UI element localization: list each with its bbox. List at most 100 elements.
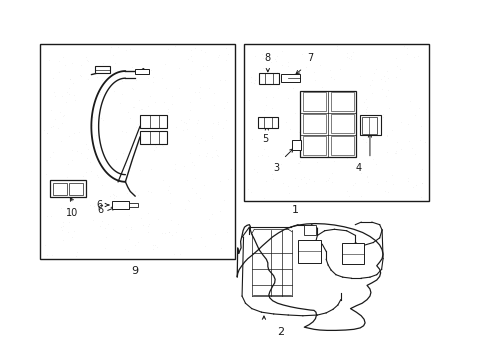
Point [209,102,217,108]
Bar [330,92,353,111]
Point [187,159,195,165]
Point [361,109,369,115]
Point [212,147,220,153]
Point [190,89,198,95]
Point [167,217,175,223]
Point [54,125,62,131]
Point [59,222,67,228]
Point [264,129,272,135]
Point [363,173,370,179]
Point [99,164,106,170]
Point [51,116,59,122]
Point [347,115,355,121]
Point [144,221,152,226]
Text: 6: 6 [96,200,102,210]
Point [275,77,283,82]
Point [171,43,179,49]
Point [295,130,303,135]
Point [83,58,91,64]
Point [268,105,276,111]
Point [161,61,168,67]
Point [196,95,203,100]
Point [88,122,96,128]
Point [257,51,265,57]
Point [77,150,84,156]
Point [188,58,196,63]
Point [140,138,148,143]
Point [215,77,223,83]
Bar [259,73,278,84]
Bar [258,117,277,128]
Point [266,115,274,121]
Point [305,176,313,181]
Point [380,188,387,194]
Point [47,125,55,130]
Point [101,246,109,251]
Point [65,219,73,225]
Point [144,103,152,108]
Point [290,175,298,181]
Point [65,133,73,139]
Point [121,204,128,210]
Text: 10: 10 [65,208,78,218]
Point [67,157,75,163]
Point [196,135,204,141]
Point [162,130,170,136]
Point [94,120,102,126]
Point [194,153,202,158]
Point [365,125,373,131]
Point [299,99,307,105]
Point [42,171,50,177]
Point [56,109,63,115]
Point [47,213,55,219]
Bar [341,243,363,264]
Point [164,187,172,193]
Point [43,157,51,163]
Point [248,136,256,142]
Point [290,70,298,76]
Point [136,167,144,173]
Point [68,234,76,240]
Bar [140,131,166,144]
Point [359,100,367,105]
Point [132,77,140,83]
Point [343,106,351,112]
Point [224,176,231,182]
Point [246,80,254,85]
Point [77,62,85,68]
Point [220,197,228,203]
Point [43,252,51,257]
Point [320,96,328,102]
Point [321,148,329,154]
Point [283,63,291,69]
Point [347,53,355,59]
Point [323,140,331,146]
Point [216,245,224,251]
Point [192,190,200,195]
Bar [95,66,110,73]
Point [147,68,155,73]
Point [279,151,286,157]
Bar [140,114,166,128]
Point [50,90,58,95]
Point [372,67,380,72]
Point [368,156,376,162]
Point [81,141,89,147]
Point [327,75,335,80]
Point [301,180,309,186]
Point [376,76,384,82]
Point [61,112,68,118]
Point [196,234,204,240]
Point [127,85,135,91]
Point [214,54,222,60]
Point [164,109,172,115]
Point [208,135,216,140]
Point [336,125,344,131]
Point [144,229,152,235]
Point [76,72,83,78]
Point [270,73,278,79]
Point [262,178,270,184]
Point [348,49,356,55]
Point [203,63,211,68]
Point [186,100,194,105]
